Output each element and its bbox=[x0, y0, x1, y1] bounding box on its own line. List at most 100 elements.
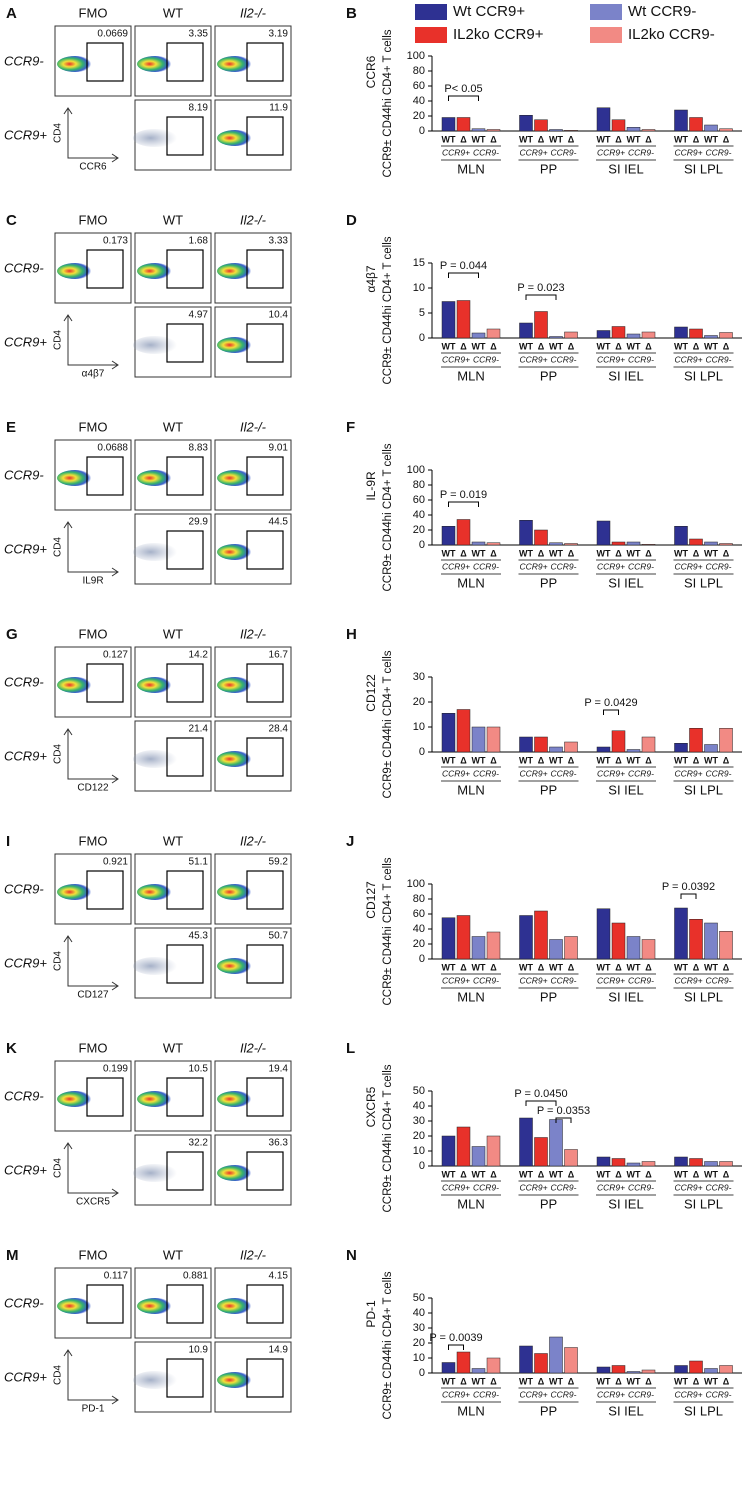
gate-percent: 21.4 bbox=[189, 724, 209, 735]
subset-label: CCR9+ bbox=[442, 975, 470, 985]
axis-label: CD4 bbox=[53, 537, 64, 557]
cell-cluster bbox=[133, 957, 177, 975]
genotype-label: Δ bbox=[568, 1169, 575, 1179]
panel-letter: E bbox=[6, 419, 16, 436]
column-header: FMO bbox=[79, 212, 108, 227]
genotype-label: WT bbox=[442, 134, 456, 144]
p-value: P = 0.0353 bbox=[537, 1105, 590, 1117]
genotype-label: Δ bbox=[693, 1376, 700, 1386]
gate bbox=[246, 1077, 284, 1117]
genotype-label: WT bbox=[442, 341, 456, 351]
column-header: Il2-/- bbox=[240, 419, 267, 434]
genotype-label: WT bbox=[674, 134, 688, 144]
bar bbox=[549, 746, 563, 753]
column-header: FMO bbox=[79, 1247, 108, 1262]
bar bbox=[471, 936, 486, 960]
subset-label: CCR9- bbox=[706, 1182, 732, 1192]
legend-label: Wt CCR9+ bbox=[453, 3, 525, 20]
y-tick-label: 20 bbox=[413, 1130, 425, 1142]
axis-label: IL9R bbox=[82, 576, 103, 587]
subset-label: CCR9- bbox=[473, 768, 499, 778]
bar bbox=[719, 1161, 733, 1167]
significance-bracket bbox=[555, 1117, 572, 1123]
cell-cluster bbox=[133, 129, 177, 147]
gate bbox=[166, 323, 204, 363]
genotype-label: Δ bbox=[615, 1169, 622, 1179]
cell-cluster bbox=[133, 1371, 177, 1389]
y-tick-label: 10 bbox=[413, 282, 425, 294]
gate-percent: 3.19 bbox=[269, 29, 289, 40]
subset-label: CCR9+ bbox=[674, 1182, 702, 1192]
subset-label: CCR9- bbox=[551, 768, 577, 778]
genotype-label: WT bbox=[472, 755, 486, 765]
cell-cluster bbox=[217, 1165, 253, 1181]
y-tick-label: 20 bbox=[413, 938, 425, 950]
bar bbox=[674, 526, 688, 546]
gate-percent: 10.5 bbox=[189, 1064, 209, 1075]
genotype-label: Δ bbox=[490, 548, 497, 558]
y-axis-label: CCR9± CD44hi CD4+ T cells bbox=[382, 29, 394, 177]
bar bbox=[641, 129, 656, 132]
x-tick-label: SI LPL bbox=[684, 161, 723, 176]
genotype-label: Δ bbox=[693, 548, 700, 558]
genotype-label: Δ bbox=[490, 341, 497, 351]
genotype-label: WT bbox=[627, 755, 641, 765]
gate-percent: 0.127 bbox=[103, 650, 128, 661]
genotype-label: WT bbox=[627, 1376, 641, 1386]
genotype-label: WT bbox=[674, 1376, 688, 1386]
column-header: FMO bbox=[79, 626, 108, 641]
gate-percent: 3.33 bbox=[269, 236, 289, 247]
cell-cluster bbox=[217, 884, 253, 900]
bar bbox=[456, 519, 471, 546]
y-axis-marker: CXCR5 bbox=[364, 1086, 378, 1127]
subset-label: CCR9- bbox=[551, 561, 577, 571]
axis-arrows bbox=[63, 314, 119, 370]
significance-bracket bbox=[448, 1344, 464, 1350]
bar bbox=[471, 332, 486, 339]
y-axis-label: CCR9± CD44hi CD4+ T cells bbox=[382, 236, 394, 384]
genotype-label: Δ bbox=[645, 1169, 652, 1179]
bar bbox=[611, 119, 626, 132]
y-tick-label: 10 bbox=[413, 1145, 425, 1157]
panel-letter: K bbox=[6, 1040, 17, 1057]
subset-label: CCR9+ bbox=[519, 768, 547, 778]
x-tick-label: SI IEL bbox=[608, 1196, 643, 1211]
p-value: P = 0.0429 bbox=[584, 697, 637, 709]
bar bbox=[441, 117, 456, 132]
bar bbox=[596, 330, 611, 339]
genotype-label: WT bbox=[674, 755, 688, 765]
genotype-label: WT bbox=[472, 1169, 486, 1179]
subset-label: CCR9+ bbox=[519, 1389, 547, 1399]
gate-percent: 10.4 bbox=[269, 310, 289, 321]
gate bbox=[166, 944, 204, 984]
x-tick-label: SI IEL bbox=[608, 989, 643, 1004]
column-header: Il2-/- bbox=[240, 1247, 267, 1262]
bar bbox=[486, 1357, 501, 1374]
genotype-label: WT bbox=[549, 1169, 563, 1179]
significance-bracket bbox=[525, 294, 557, 300]
bar bbox=[441, 713, 456, 753]
bar bbox=[564, 1347, 578, 1374]
y-axis-marker: PD-1 bbox=[364, 1300, 378, 1328]
y-tick-label: 10 bbox=[413, 1352, 425, 1364]
bar bbox=[641, 331, 656, 339]
x-tick-label: PP bbox=[540, 575, 557, 590]
flow-plot bbox=[214, 1134, 292, 1206]
axis-label: CD4 bbox=[53, 1365, 64, 1385]
x-tick-label: SI IEL bbox=[608, 575, 643, 590]
gate-percent: 8.19 bbox=[189, 103, 209, 114]
y-tick-label: 40 bbox=[413, 1100, 425, 1112]
genotype-label: Δ bbox=[460, 755, 467, 765]
row-label: CCR9+ bbox=[4, 748, 47, 763]
gate-percent: 0.0669 bbox=[97, 29, 128, 40]
bar bbox=[519, 115, 533, 132]
genotype-label: Δ bbox=[490, 962, 497, 972]
column-header: WT bbox=[163, 419, 183, 434]
legend-label: IL2ko CCR9+ bbox=[453, 26, 544, 43]
genotype-label: WT bbox=[472, 341, 486, 351]
x-tick-label: PP bbox=[540, 161, 557, 176]
subset-label: CCR9+ bbox=[597, 354, 625, 364]
bar bbox=[441, 917, 456, 960]
gate bbox=[166, 116, 204, 156]
y-axis-label: CCR9± CD44hi CD4+ T cells bbox=[382, 1064, 394, 1212]
